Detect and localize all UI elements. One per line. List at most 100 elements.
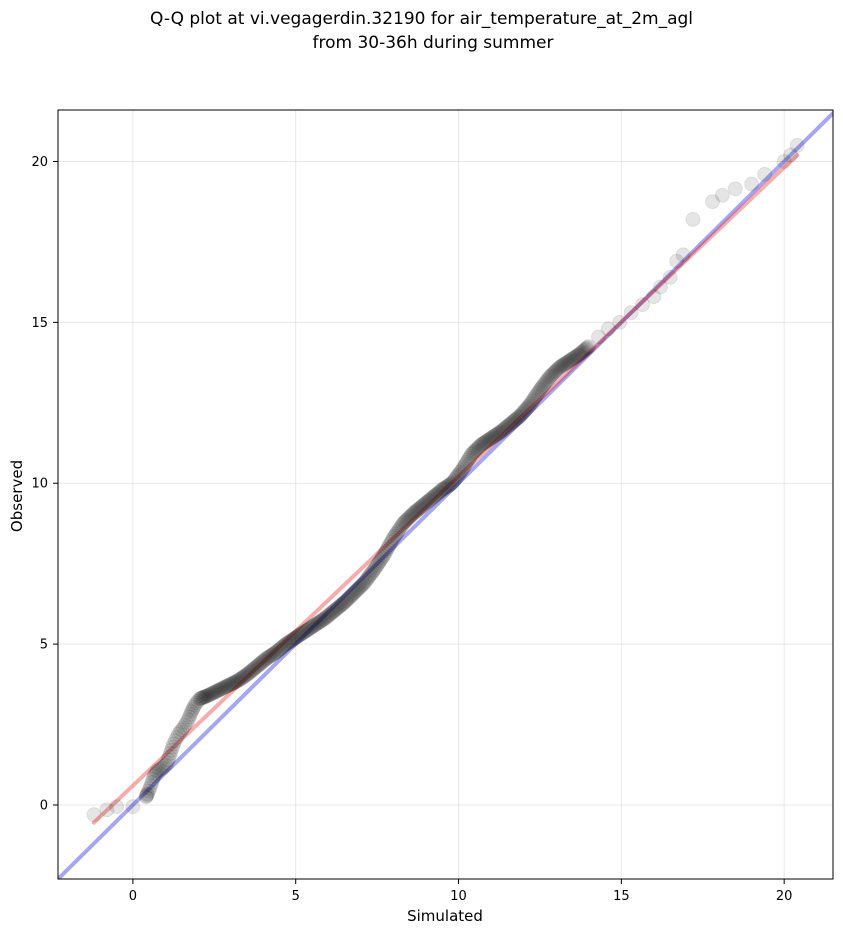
qq-point [495,422,511,438]
qq-point [576,343,592,359]
chart-title-line-1: Q-Q plot at vi.vegagerdin.32190 for air_… [150,9,693,29]
qq-point [181,709,197,725]
qq-point [279,635,295,651]
qq-point [157,757,173,773]
qq-point [389,525,405,541]
qq-point [225,675,241,691]
qq-point [160,752,176,768]
qq-point [489,426,505,442]
qq-point [623,305,639,321]
qq-point [471,439,487,455]
qq-point [361,569,377,585]
qq-point [509,411,525,427]
qq-point [367,560,383,576]
qq-point [382,537,398,553]
qq-point [159,755,175,771]
qq-point [456,458,472,474]
qq-point [190,693,206,709]
qq-point [351,580,367,596]
qq-point [540,371,556,387]
qq-point [339,592,355,608]
qq-point [431,485,447,501]
qq-point [269,643,285,659]
qq-point [177,717,193,733]
qq-point [423,491,439,507]
qq-point [531,384,547,400]
qq-point [409,503,425,519]
qq-point [566,350,582,366]
qq-point [486,429,502,445]
qq-point [162,746,178,762]
qq-point [321,607,337,623]
x-tick-label: 0 [129,889,137,904]
qq-point [453,464,469,480]
qq-point [315,612,331,628]
qq-point [366,562,382,578]
qq-point [483,430,499,446]
qq-point [274,639,290,655]
qq-point [299,622,315,638]
qq-point [398,513,414,529]
qq-point [537,375,553,391]
qq-point [685,211,701,227]
qq-point [147,766,163,782]
qq-point [334,596,350,612]
qq-point [517,402,533,418]
qq-point [324,604,340,620]
qq-point [379,541,395,557]
qq-point [311,614,327,630]
y-tick-label: 15 [31,316,48,331]
qq-point [372,553,388,569]
qq-point [305,618,321,634]
qq-point [212,682,228,698]
qq-point [250,658,266,674]
qq-point [510,410,526,426]
qq-point [235,669,251,685]
qq-point [438,479,454,495]
qq-point [420,494,436,510]
qq-point [669,253,685,269]
qq-point [360,570,376,586]
qq-point [207,684,223,700]
qq-point [390,523,406,539]
qq-point [727,181,743,197]
qq-point [521,398,537,414]
y-axis-label: Observed [8,460,26,532]
qq-point [560,354,576,370]
qq-point [714,187,730,203]
qq-point [508,412,524,428]
qq-point [273,640,289,656]
qq-point [234,670,250,686]
qq-point [243,664,259,680]
qq-point [528,387,544,403]
qq-point [368,558,384,574]
qq-point [384,532,400,548]
qq-point [515,405,531,421]
qq-point [345,586,361,602]
qq-point [295,625,311,641]
qq-point [282,634,298,650]
qq-point [263,647,279,663]
qq-point [393,519,409,535]
qq-point [356,575,372,591]
qq-point [354,577,370,593]
qq-point [412,500,428,516]
qq-point [233,671,249,687]
qq-point [304,619,320,635]
y-tick-label: 20 [31,155,48,170]
qq-point [519,401,535,417]
qq-point [783,147,799,163]
qq-point [451,466,467,482]
qq-point [505,414,521,430]
qq-point [481,432,497,448]
x-tick-label: 10 [450,889,467,904]
qq-point [216,680,232,696]
qq-point [500,418,516,434]
qq-point [543,368,559,384]
qq-point [326,603,342,619]
qq-point [247,660,263,676]
qq-point [562,352,578,368]
qq-point [567,349,583,365]
qq-point [217,679,233,695]
qq-point [459,454,475,470]
